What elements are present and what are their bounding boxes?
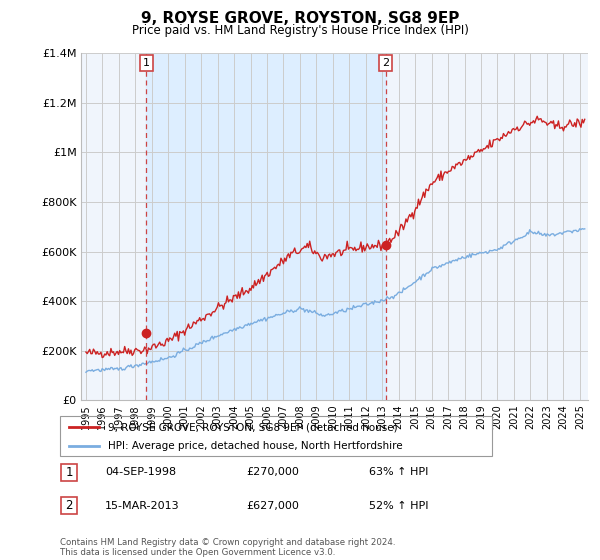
Text: 63% ↑ HPI: 63% ↑ HPI [369,467,428,477]
Text: Contains HM Land Registry data © Crown copyright and database right 2024.
This d: Contains HM Land Registry data © Crown c… [60,538,395,557]
Text: 1: 1 [65,465,73,479]
Text: Price paid vs. HM Land Registry's House Price Index (HPI): Price paid vs. HM Land Registry's House … [131,24,469,37]
Text: £270,000: £270,000 [246,467,299,477]
Text: 52% ↑ HPI: 52% ↑ HPI [369,501,428,511]
Text: 9, ROYSE GROVE, ROYSTON, SG8 9EP: 9, ROYSE GROVE, ROYSTON, SG8 9EP [141,11,459,26]
Text: 2: 2 [382,58,389,68]
Text: £627,000: £627,000 [246,501,299,511]
Text: 04-SEP-1998: 04-SEP-1998 [105,467,176,477]
Text: 9, ROYSE GROVE, ROYSTON, SG8 9EP (detached house): 9, ROYSE GROVE, ROYSTON, SG8 9EP (detach… [107,422,397,432]
Text: 2: 2 [65,499,73,512]
Text: 1: 1 [143,58,150,68]
Bar [146,53,386,400]
Text: 15-MAR-2013: 15-MAR-2013 [105,501,179,511]
Text: HPI: Average price, detached house, North Hertfordshire: HPI: Average price, detached house, Nort… [107,441,402,451]
